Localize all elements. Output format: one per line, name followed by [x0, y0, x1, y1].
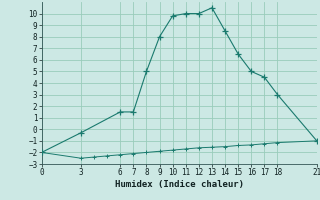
X-axis label: Humidex (Indice chaleur): Humidex (Indice chaleur): [115, 180, 244, 189]
